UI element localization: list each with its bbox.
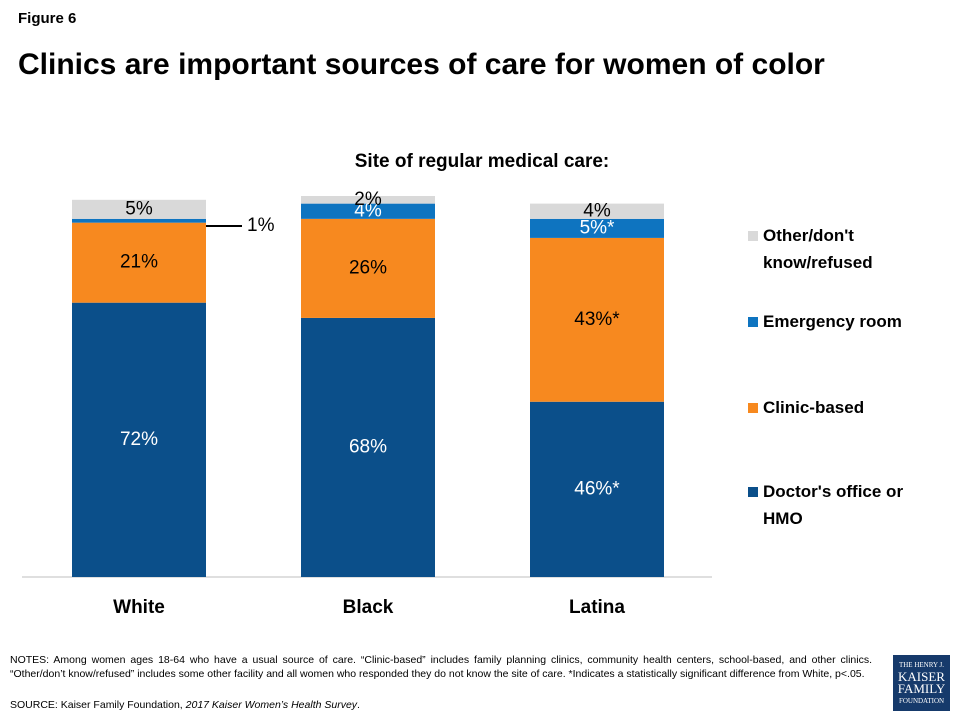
legend-item: Clinic-based [748,394,918,421]
logo-line: KAISER [898,669,945,684]
notes: NOTES: Among women ages 18-64 who have a… [10,654,872,680]
bar-segment [530,237,664,402]
bar-segment [530,203,664,219]
legend-item: Doctor's office or HMO [748,478,918,532]
bar-segment [72,222,206,303]
value-label: 26% [349,257,387,278]
logo-line: FOUNDATION [898,697,945,705]
value-label: 68% [349,436,387,457]
x-tick-label: White [113,597,165,618]
x-tick-label: Latina [569,597,625,618]
logo: THE HENRY J. KAISER FAMILY FOUNDATION [893,655,950,711]
bar-segment [72,302,206,577]
value-label: 4% [354,200,382,221]
value-label: 72% [120,429,158,450]
x-tick-label: Black [343,597,394,618]
chart-title: Clinics are important sources of care fo… [18,48,825,81]
value-label: 21% [120,252,158,273]
figure-label: Figure 6 [18,10,77,27]
source-text: SOURCE: Kaiser Family Foundation, [10,699,186,711]
source: SOURCE: Kaiser Family Foundation, 2017 K… [10,699,360,711]
logo-line: FAMILY [897,681,946,696]
legend-label: Other/don't know/refused [763,226,873,272]
legend-label: Emergency room [763,312,902,331]
legend-label: Clinic-based [763,398,865,417]
legend-label: Doctor's office or HMO [763,482,904,528]
value-label: 5%* [580,217,615,238]
value-label: 1% [247,215,275,236]
source-title: 2017 Kaiser Women’s Health Survey [185,699,358,711]
bar-segment [72,199,206,219]
bar-segment [301,196,435,204]
legend-swatch [748,403,758,413]
bar-segment [301,203,435,219]
bar-segment [301,317,435,577]
value-label: 5% [125,198,153,219]
bar-segment [530,401,664,577]
legend-swatch [748,317,758,327]
value-label: 43%* [574,309,620,330]
chart-subtitle: Site of regular medical care: [355,151,610,172]
value-label: 4% [583,200,611,221]
value-label: 2% [354,189,382,210]
legend-swatch [748,231,758,241]
legend-item: Emergency room [748,308,918,335]
bar-segment [530,218,664,238]
legend-item: Other/don't know/refused [748,222,918,276]
legend-swatch [748,487,758,497]
source-end: . [357,699,360,711]
value-label: 46%* [574,478,620,499]
bar-segment [301,218,435,318]
bar-segment [72,218,206,223]
logo-line: THE HENRY J. [898,661,945,669]
